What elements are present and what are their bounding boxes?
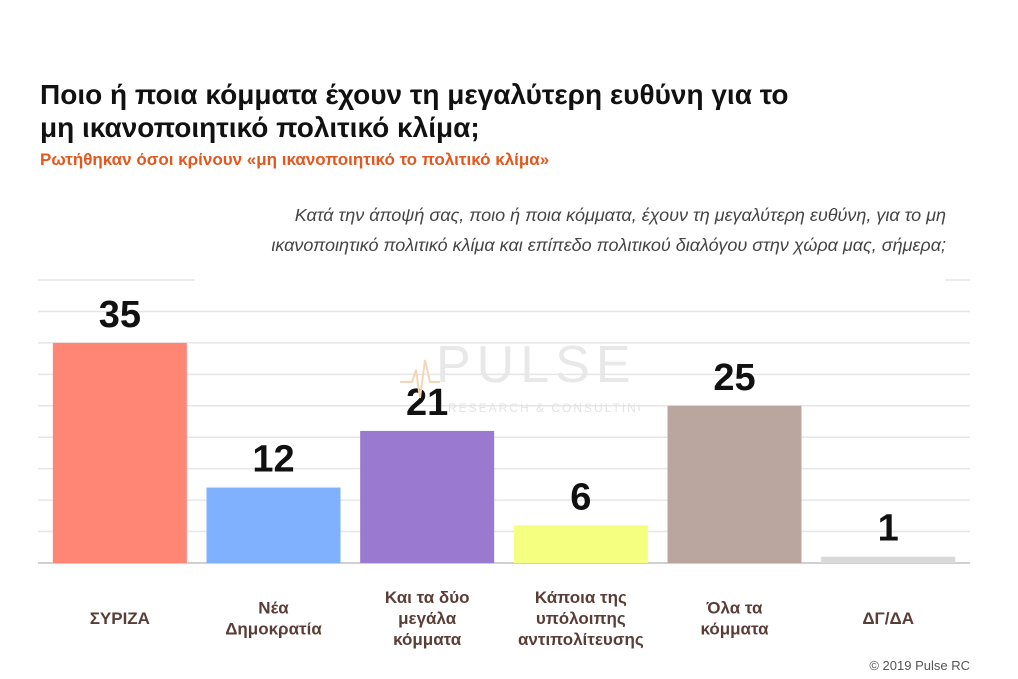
category-labels: ΣΥΡΙΖΑ Νέα Δημοκρατία Και τα δύο μεγάλα κόμμα… [90, 588, 914, 649]
value-label: 25 [713, 357, 755, 399]
category-label: Όλα τα κόμματα [700, 599, 769, 639]
bar [52, 342, 187, 563]
category-label: ΔΓ/ΔΑ [862, 609, 914, 628]
copyright-text: © 2019 Pulse RC [869, 658, 970, 673]
value-label: 35 [99, 294, 141, 336]
watermark-brand: PULSE [436, 336, 637, 394]
value-label: 12 [252, 439, 294, 481]
bars [52, 342, 956, 563]
survey-question: Κατά την άποψή σας, ποιο ή ποια κόμματα,… [271, 205, 946, 255]
gridlines [38, 279, 970, 564]
watermark-tagline: RESEARCH & CONSULTING [448, 401, 640, 415]
value-labels: 35 12 21 6 25 1 [99, 294, 899, 550]
chart-title: Ποιο ή ποια κόμματα έχουν τη μεγαλύτερη … [40, 79, 789, 143]
chart-subtitle: Ρωτήθηκαν όσοι κρίνουν «μη ικανοποιητικό… [40, 150, 550, 169]
category-label: ΣΥΡΙΖΑ [90, 609, 150, 628]
category-label: Κάποια της υπόλοιπης αντιπολίτευσης [518, 588, 644, 649]
bar [667, 405, 802, 563]
value-label: 21 [406, 382, 448, 424]
bar [206, 487, 341, 563]
category-label: Νέα Δημοκρατία [225, 599, 322, 639]
pulse-watermark-logo: PULSE RESEARCH & CONSULTING [400, 336, 640, 415]
value-label: 1 [878, 508, 899, 550]
bar [513, 525, 648, 563]
bar [360, 430, 495, 563]
category-label: Και τα δύο μεγάλα κόμματα [385, 588, 470, 649]
bar [821, 556, 956, 563]
value-label: 6 [570, 476, 591, 518]
